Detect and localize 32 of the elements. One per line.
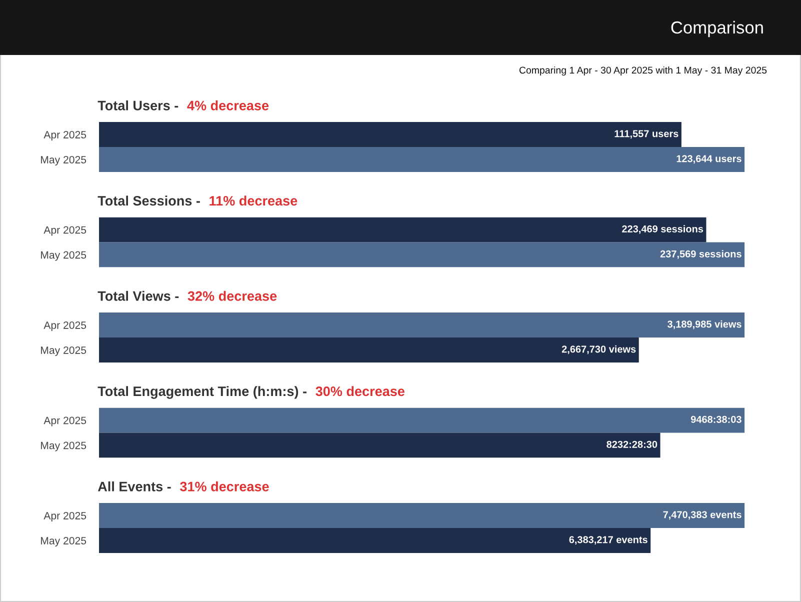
chart-subtitle: 4% decrease (187, 100, 269, 110)
y-tick-label: Apr 2025 (44, 321, 86, 332)
data-label: 6,383,217 events (569, 536, 648, 545)
text: Comparing 1 Apr - 30 Apr 2025 with 1 May - 31 May 2025 (519, 66, 767, 76)
chart-title: Total Users - (98, 100, 178, 110)
y-tick-label: Apr 2025 (44, 226, 86, 236)
chart-title: All Events - (98, 481, 171, 492)
y-tick-label: May 2025 (41, 536, 86, 547)
chart-title: Total Sessions - (98, 196, 200, 206)
y-tick-label: May 2025 (41, 156, 86, 166)
text: Comparison (671, 20, 763, 38)
data-label: 223,469 sessions (622, 225, 704, 234)
chart-title: Total Views - (98, 290, 179, 301)
chart-subtitle: 32% decrease (188, 290, 277, 301)
data-label: 237,569 sessions (660, 250, 742, 259)
data-label: 111,557 users (614, 130, 678, 139)
chart-subtitle: 11% decrease (210, 196, 298, 206)
y-tick-label: Apr 2025 (44, 416, 86, 426)
chart-title: Total Engagement Time (h:m:s) - (98, 386, 306, 399)
y-tick-label: Apr 2025 (44, 130, 86, 141)
chart-subtitle: 30% decrease (316, 386, 404, 396)
y-tick-label: May 2025 (41, 442, 86, 452)
y-tick-label: May 2025 (41, 251, 86, 261)
data-label: 2,667,730 views (562, 345, 636, 354)
data-label: 9468:38:03 (690, 416, 742, 423)
y-tick-label: Apr 2025 (44, 512, 86, 522)
data-label: 3,189,985 views (667, 320, 742, 330)
data-label: 7,470,383 events (663, 511, 742, 520)
data-label: 8232:28:30 (606, 440, 658, 448)
chart-subtitle: 31% decrease (180, 481, 269, 492)
data-label: 123,644 users (676, 155, 742, 164)
y-tick-label: May 2025 (41, 346, 86, 356)
